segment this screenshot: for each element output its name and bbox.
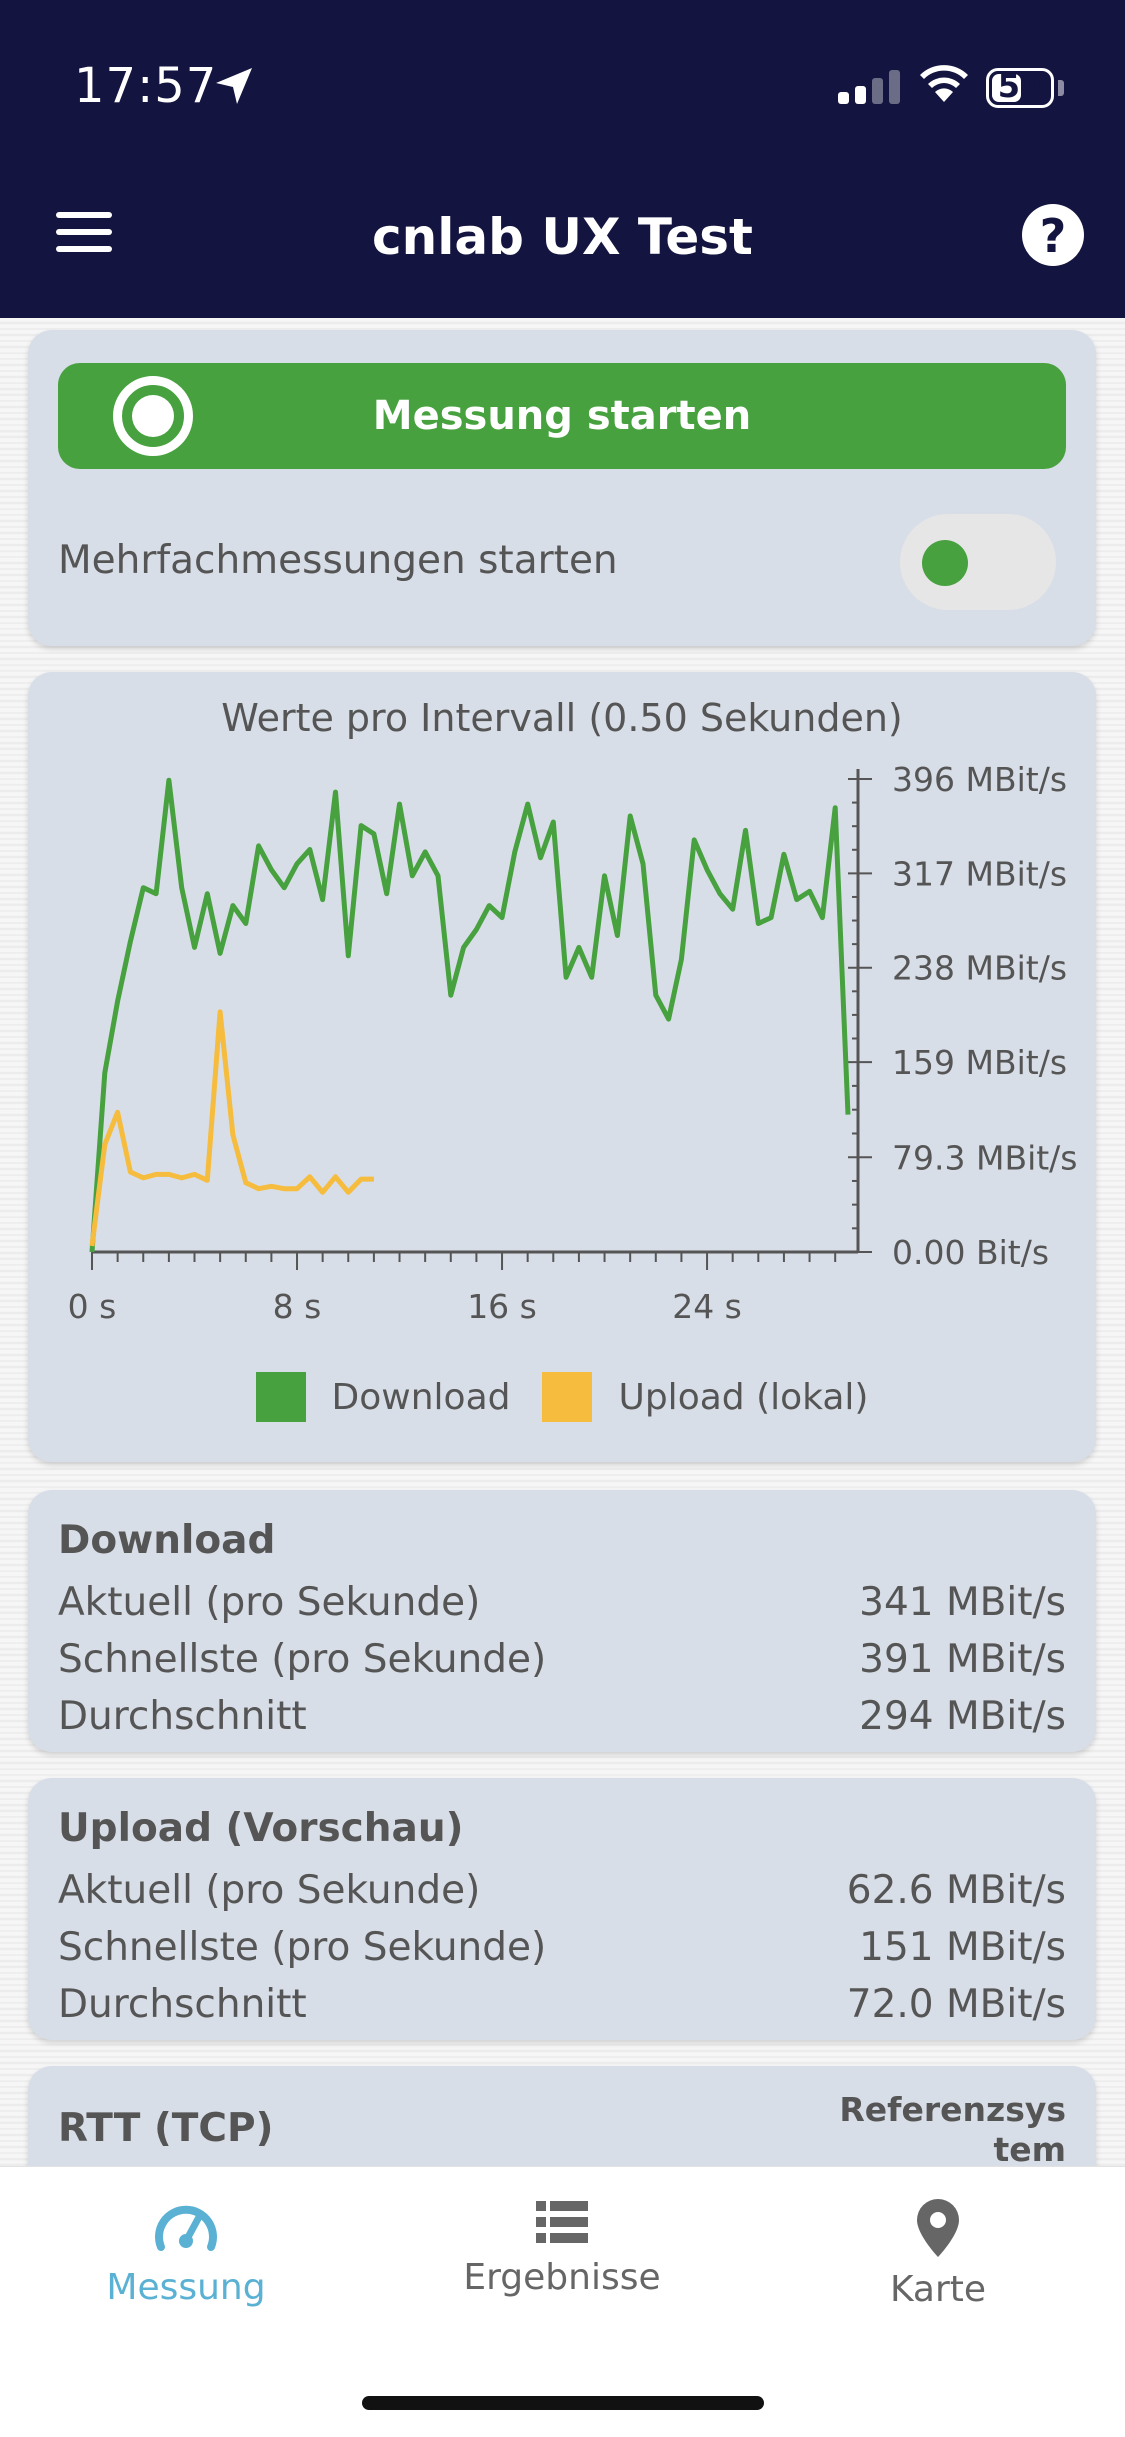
download-title: Download xyxy=(58,1518,276,1563)
rtt-title: RTT (TCP) xyxy=(58,2106,274,2151)
record-icon xyxy=(113,376,193,456)
battery-level xyxy=(992,74,1021,102)
start-measurement-button[interactable]: Messung starten xyxy=(58,363,1066,469)
upload-current-value: 62.6 MBit/s xyxy=(846,1868,1066,1913)
legend-label-download: Download xyxy=(331,1376,511,1418)
throughput-chart: 0 s 8 s 16 s 24 s 0.00 Bit/s 79.3 MBit/s 159 M… xyxy=(68,760,1078,1326)
y-tick-label: 159 MBit/s xyxy=(892,1043,1067,1082)
x-tick-label: 8 s xyxy=(273,1287,322,1326)
tab-ergebnisse[interactable]: Ergebnisse xyxy=(412,2197,712,2298)
download-average-value: 294 MBit/s xyxy=(859,1694,1066,1739)
multi-measurement-toggle[interactable] xyxy=(900,514,1056,610)
upload-series-line xyxy=(89,1009,374,1247)
list-icon xyxy=(536,2201,588,2243)
tab-karte[interactable]: Karte xyxy=(788,2197,1088,2310)
home-indicator xyxy=(362,2396,764,2410)
hamburger-menu-icon[interactable] xyxy=(56,212,112,254)
map-pin-icon xyxy=(917,2199,959,2257)
download-current-label: Aktuell (pro Sekunde) xyxy=(58,1580,481,1625)
location-arrow-icon xyxy=(216,68,252,104)
download-row-fastest: Schnellste (pro Sekunde) 391 MBit/s xyxy=(58,1637,1066,1682)
y-tick-label: 317 MBit/s xyxy=(892,854,1067,893)
x-tick-label: 24 s xyxy=(672,1287,742,1326)
upload-row-average: Durchschnitt 72.0 MBit/s xyxy=(58,1982,1066,2027)
tab-messung[interactable]: Messung xyxy=(36,2197,336,2308)
download-row-average: Durchschnitt 294 MBit/s xyxy=(58,1694,1066,1739)
y-tick-label: 0.00 Bit/s xyxy=(892,1233,1049,1272)
battery-tip xyxy=(1058,80,1064,96)
wifi-icon xyxy=(920,65,968,102)
upload-card: Upload (Vorschau) Aktuell (pro Sekunde) … xyxy=(28,1778,1096,2040)
speedometer-icon xyxy=(155,2205,217,2251)
download-row-current: Aktuell (pro Sekunde) 341 MBit/s xyxy=(58,1580,1066,1625)
upload-average-label: Durchschnitt xyxy=(58,1982,307,2027)
upload-fastest-label: Schnellste (pro Sekunde) xyxy=(58,1925,547,1970)
tab-ergebnisse-label: Ergebnisse xyxy=(463,2257,661,2298)
legend-item-download: Download xyxy=(255,1372,511,1422)
rtt-reference-label: Referenzsystem xyxy=(839,2090,1066,2169)
bottom-tab-bar: Messung Ergebnisse Karte xyxy=(0,2166,1125,2437)
download-card: Download Aktuell (pro Sekunde) 341 MBit/… xyxy=(28,1490,1096,1752)
start-measurement-label: Messung starten xyxy=(372,393,752,439)
legend-label-upload: Upload (lokal) xyxy=(618,1376,869,1418)
x-tick-label: 16 s xyxy=(467,1287,537,1326)
tab-messung-label: Messung xyxy=(106,2267,266,2308)
legend-item-upload: Upload (lokal) xyxy=(542,1372,868,1422)
app-title: cnlab UX Test xyxy=(372,208,753,266)
upload-current-label: Aktuell (pro Sekunde) xyxy=(58,1868,481,1913)
legend-swatch-download xyxy=(255,1372,306,1422)
download-fastest-label: Schnellste (pro Sekunde) xyxy=(58,1637,547,1682)
multi-measurement-label: Mehrfachmessungen starten xyxy=(58,538,618,583)
status-time: 17:57 xyxy=(74,58,218,114)
battery-percent: 51 xyxy=(997,67,1043,105)
x-tick-label: 0 s xyxy=(68,1287,117,1326)
chart-legend: Download Upload (lokal) xyxy=(28,1372,1096,1422)
toggle-knob xyxy=(922,540,968,586)
y-tick-label: 79.3 MBit/s xyxy=(892,1138,1078,1177)
tab-karte-label: Karte xyxy=(889,2269,987,2310)
y-tick-label: 396 MBit/s xyxy=(892,760,1067,799)
upload-row-current: Aktuell (pro Sekunde) 62.6 MBit/s xyxy=(58,1868,1066,1913)
upload-fastest-value: 151 MBit/s xyxy=(859,1925,1066,1970)
upload-title: Upload (Vorschau) xyxy=(58,1806,464,1851)
download-series-line xyxy=(89,777,851,1253)
upload-row-fastest: Schnellste (pro Sekunde) 151 MBit/s xyxy=(58,1925,1066,1970)
legend-swatch-upload xyxy=(542,1372,593,1422)
y-tick-label: 238 MBit/s xyxy=(892,949,1067,988)
chart-card: Werte pro Intervall (0.50 Sekunden) 0 s 8… xyxy=(28,672,1096,1462)
upload-average-value: 72.0 MBit/s xyxy=(846,1982,1066,2027)
control-card: Messung starten Mehrfachmessungen starte… xyxy=(28,330,1096,646)
download-current-value: 341 MBit/s xyxy=(859,1580,1066,1625)
download-fastest-value: 391 MBit/s xyxy=(859,1637,1066,1682)
cellular-signal-icon xyxy=(838,70,900,104)
battery-icon: 51 xyxy=(986,67,1054,108)
top-bar: 17:57 51 cnlab UX Test ? xyxy=(0,0,1125,318)
download-average-label: Durchschnitt xyxy=(58,1694,307,1739)
help-icon[interactable]: ? xyxy=(1022,204,1084,266)
chart-title: Werte pro Intervall (0.50 Sekunden) xyxy=(221,696,903,740)
